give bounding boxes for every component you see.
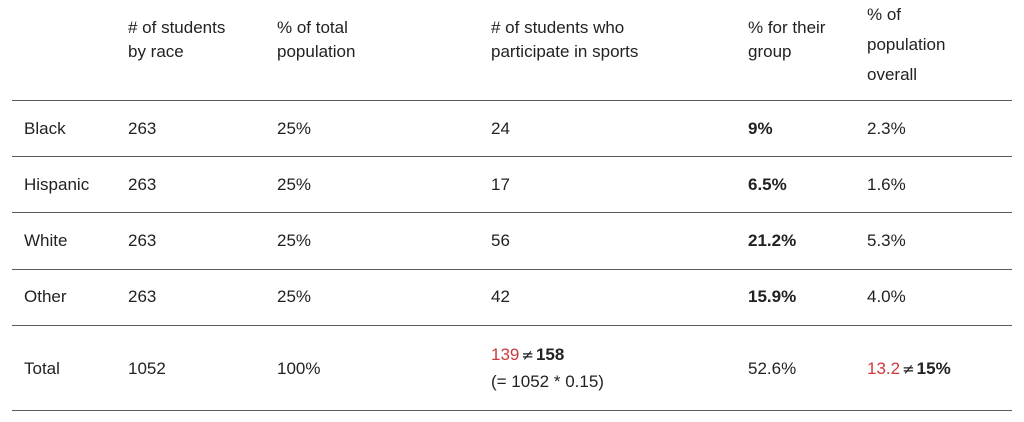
row-rule <box>12 325 1012 326</box>
sports-participation-table: # of students by race % of total populatio… <box>12 0 1012 422</box>
cell-pct-group: 9% <box>748 119 773 138</box>
cell-race: Hispanic <box>24 175 90 194</box>
row-rule <box>12 212 1012 213</box>
row-rule <box>12 156 1012 157</box>
cell-pct-total: 25% <box>277 287 312 306</box>
sports-expected-value: 158 <box>535 345 565 364</box>
cell-pct-total: 25% <box>277 175 312 194</box>
header-pct-for-group: % for their group <box>748 18 826 61</box>
cell-total-pct-overall: 13.2 ≠ 15% <box>867 357 951 381</box>
not-equal-sign: ≠ <box>521 346 534 364</box>
overall-actual-value: 13.2 <box>867 359 901 378</box>
bottom-rule <box>12 410 1012 411</box>
cell-race: White <box>24 231 68 250</box>
sports-expected-formula: (= 1052 * 0.15) <box>491 372 604 391</box>
cell-total-pct-total: 100% <box>277 359 321 378</box>
cell-pct-group: 6.5% <box>748 175 787 194</box>
cell-race: Black <box>24 119 66 138</box>
cell-pct-total: 25% <box>277 119 312 138</box>
cell-sports: 56 <box>491 231 510 250</box>
cell-students: 263 <box>128 119 157 138</box>
cell-sports: 42 <box>491 287 510 306</box>
cell-total-students: 1052 <box>128 359 166 378</box>
cell-pct-overall: 2.3% <box>867 119 906 138</box>
cell-sports: 24 <box>491 119 510 138</box>
cell-total-label: Total <box>24 359 60 378</box>
row-rule <box>12 269 1012 270</box>
cell-students: 263 <box>128 175 157 194</box>
cell-students: 263 <box>128 287 157 306</box>
not-equal-sign: ≠ <box>902 360 915 378</box>
cell-total-sports: 139 ≠ 158 (= 1052 * 0.15) <box>491 343 604 394</box>
header-students-in-sports: # of students who participate in sports <box>491 18 639 61</box>
cell-pct-overall: 1.6% <box>867 175 906 194</box>
sports-actual-value: 139 <box>491 345 520 364</box>
cell-pct-overall: 5.3% <box>867 231 906 250</box>
cell-pct-total: 25% <box>277 231 312 250</box>
overall-expected-value: 15% <box>916 359 951 378</box>
header-rule <box>12 100 1012 101</box>
cell-sports: 17 <box>491 175 510 194</box>
cell-pct-group: 21.2% <box>748 231 797 250</box>
header-students-by-race: # of students by race <box>128 18 226 61</box>
cell-pct-overall: 4.0% <box>867 287 906 306</box>
header-pct-total-population: % of total population <box>277 18 356 61</box>
header-pct-population-overall: % of population overall <box>867 5 946 84</box>
cell-race: Other <box>24 287 67 306</box>
cell-students: 263 <box>128 231 157 250</box>
cell-pct-group: 15.9% <box>748 287 797 306</box>
cell-total-pct-group: 52.6% <box>748 359 797 378</box>
